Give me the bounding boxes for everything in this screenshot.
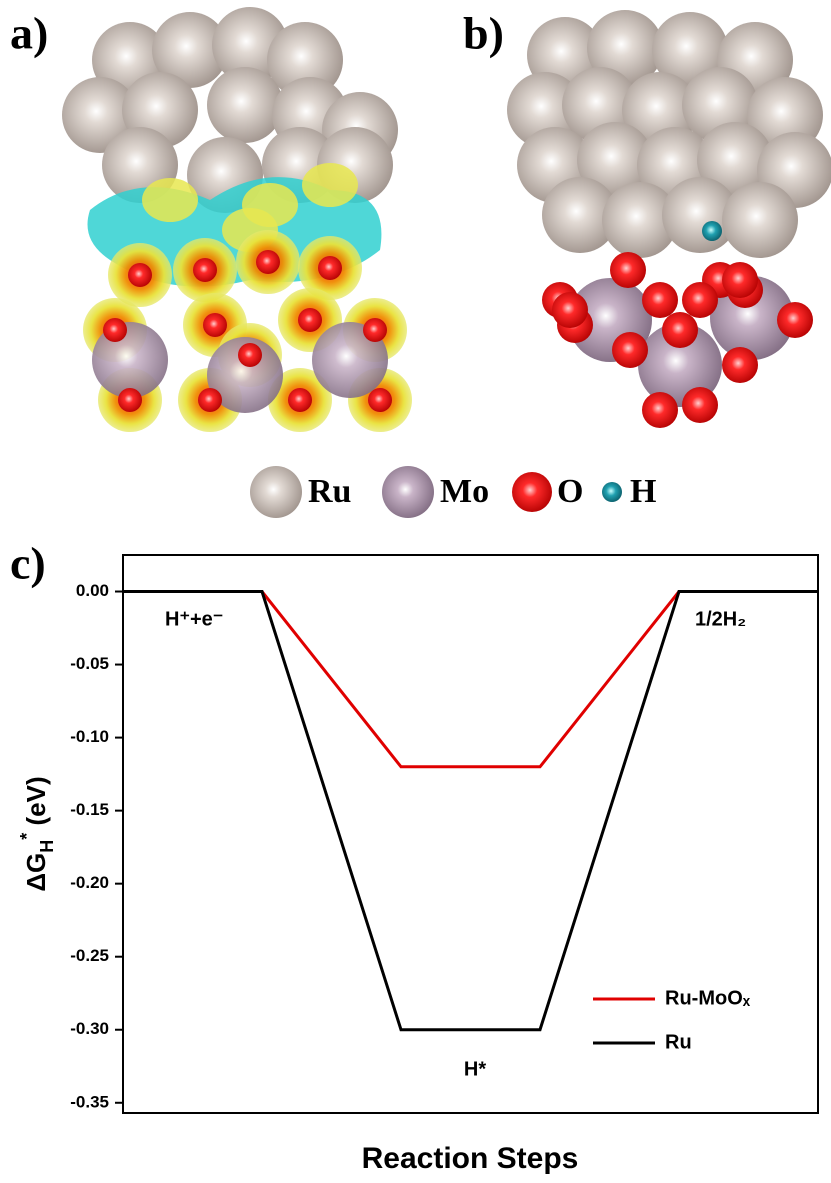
y-tick-label: -0.20 — [70, 873, 109, 892]
atom — [642, 282, 678, 318]
y-tick-label: -0.35 — [70, 1092, 109, 1111]
y-tick-label: -0.30 — [70, 1019, 109, 1038]
atom — [312, 322, 388, 398]
atom — [722, 347, 758, 383]
atom-legend-label: Mo — [440, 473, 489, 510]
atom-legend-label: H — [630, 473, 656, 510]
x-axis-label: Reaction Steps — [362, 1142, 579, 1175]
atom — [722, 262, 758, 298]
atom — [318, 256, 342, 280]
plot-frame — [122, 554, 819, 1114]
atom — [602, 182, 678, 258]
y-tick-label: -0.25 — [70, 946, 109, 965]
y-label-part: (eV) — [21, 776, 51, 832]
y-tick-label: -0.05 — [70, 654, 109, 673]
atom — [152, 12, 228, 88]
atom — [587, 10, 663, 86]
atom — [193, 258, 217, 282]
line — [123, 590, 818, 1032]
panel-label: a) — [10, 8, 48, 59]
atom — [207, 337, 283, 413]
atom — [638, 323, 722, 407]
atom — [118, 388, 142, 412]
y-tick-label: -0.10 — [70, 727, 109, 746]
atom — [682, 282, 718, 318]
atom — [363, 318, 387, 342]
atom — [92, 322, 168, 398]
y-label-part: * — [17, 833, 37, 840]
atom — [542, 177, 618, 253]
atom — [203, 313, 227, 337]
atom — [662, 312, 698, 348]
annotation: H⁺+e⁻ — [165, 608, 223, 630]
atom — [722, 182, 798, 258]
atom — [288, 388, 312, 412]
atom — [612, 332, 648, 368]
atom — [368, 388, 392, 412]
atom — [103, 318, 127, 342]
annotation: 1/2H₂ — [695, 608, 746, 630]
charge-density — [302, 163, 358, 207]
atom — [552, 292, 588, 328]
y-label-part: ΔG — [21, 853, 51, 892]
atom-legend-icon — [602, 482, 622, 502]
atom — [207, 67, 283, 143]
atom-legend-icon — [512, 472, 552, 512]
atom — [682, 387, 718, 423]
atom-legend-label: O — [557, 473, 583, 510]
atom — [198, 388, 222, 412]
annotation: H* — [464, 1058, 486, 1080]
atom — [128, 263, 152, 287]
y-tick-label: -0.15 — [70, 800, 109, 819]
atom-legend-label: Ru — [308, 473, 351, 510]
atom — [298, 308, 322, 332]
atom-legend-icon — [382, 466, 434, 518]
atom — [238, 343, 262, 367]
molecular-structures — [62, 7, 831, 432]
charge-density — [142, 178, 198, 222]
y-label-part: H — [37, 840, 57, 853]
panel-label: c) — [10, 538, 46, 589]
atom — [642, 392, 678, 428]
legend-label: Ru-MoOₓ — [665, 987, 751, 1009]
atom — [777, 302, 813, 338]
y-tick-label: 0.00 — [76, 581, 109, 600]
y-axis-label: ΔGH* (eV) — [17, 776, 57, 891]
legend-label: Ru — [665, 1031, 692, 1053]
atom-legend-icon — [250, 466, 302, 518]
atom — [697, 122, 773, 198]
atom — [256, 250, 280, 274]
atom — [702, 221, 722, 241]
panel-label: b) — [463, 8, 504, 59]
atom — [610, 252, 646, 288]
atom — [577, 122, 653, 198]
atom — [267, 22, 343, 98]
